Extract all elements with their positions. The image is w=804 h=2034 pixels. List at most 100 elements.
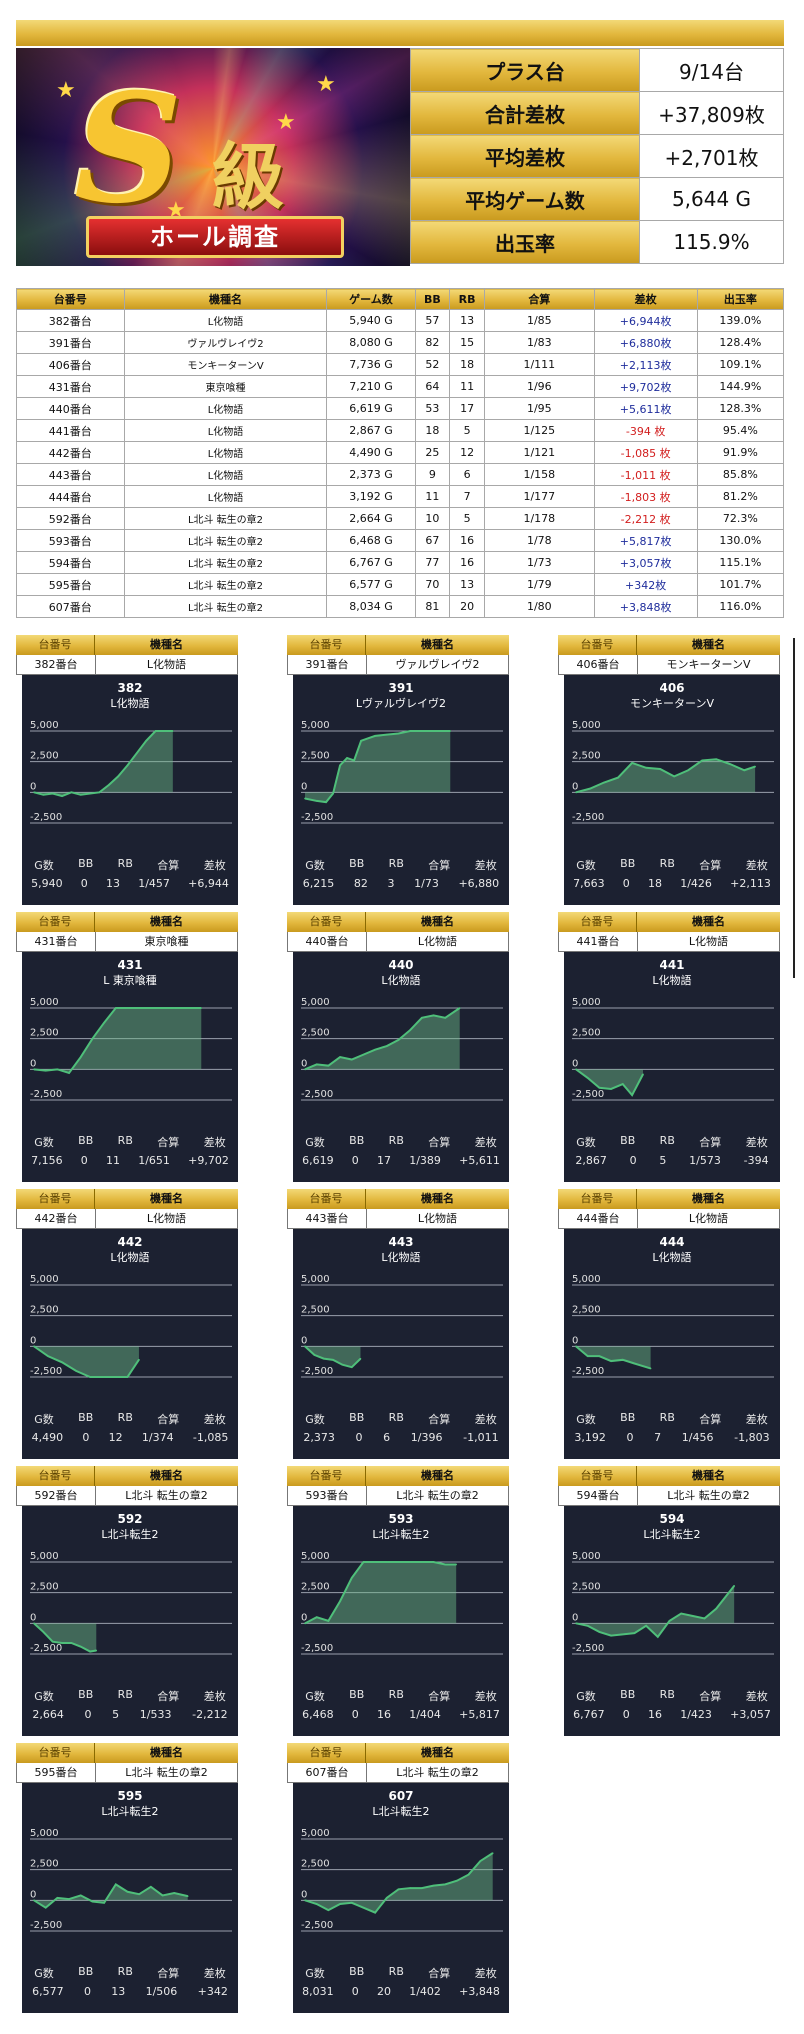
table-cell: 15 <box>449 331 485 354</box>
table-cell: 1/80 <box>483 595 595 618</box>
panel-info-row: 440番台 L化物語 <box>287 932 509 952</box>
foot-value: 0 <box>355 1431 363 1444</box>
foot-label: BB <box>620 1411 636 1424</box>
data-point <box>91 1900 94 1903</box>
chart-number: 595 <box>117 1789 143 1803</box>
data-point <box>374 1561 376 1563</box>
panel-machine-no: 607番台 <box>288 1763 367 1782</box>
foot-label: 合算 <box>157 1413 180 1426</box>
table-row: 592番台 L北斗 転生の章2 2,664 G 10 5 1/178 -2,212 枚 72.… <box>16 507 785 530</box>
slump-line <box>304 1007 461 1071</box>
table-cell: +5,611枚 <box>593 397 698 420</box>
slump-chart: 440 L化物語 5,000 2,500 0 -2,500 G数 BB RB 合算 差枚 6,619 0… <box>293 952 509 1182</box>
panel-machine-no: 592番台 <box>17 1486 96 1505</box>
panel-foot-values: 3,192 0 7 1/456 -1,803 <box>564 1431 780 1444</box>
panel-header-model-label: 機種名 <box>692 915 725 928</box>
table-cell: +3,848枚 <box>593 595 698 618</box>
summary-value: 115.9% <box>639 220 784 264</box>
foot-label: RB <box>388 1134 404 1147</box>
data-point <box>575 1068 577 1071</box>
table-cell: 115.1% <box>696 551 785 574</box>
chart-title: L北斗転生2 <box>372 1805 430 1818</box>
data-point <box>325 801 327 803</box>
foot-value: 6,215 <box>302 877 335 890</box>
y-tick-label: 2,500 <box>30 751 59 762</box>
panel-header: 台番号 機種名 <box>287 635 509 655</box>
foot-label: 差枚 <box>745 1690 768 1703</box>
chart-number: 406 <box>659 681 685 695</box>
data-point <box>327 1620 330 1622</box>
slump-chart: 444 L化物語 5,000 2,500 0 -2,500 G数 BB RB 合算 差枚 3,192 0… <box>564 1229 780 1459</box>
foot-value: 0 <box>83 1985 91 1998</box>
panel-header-model-label: 機種名 <box>421 1469 454 1482</box>
table-cell: L北斗 転生の章2 <box>123 595 328 618</box>
foot-value: 2,664 <box>32 1708 64 1721</box>
data-point <box>409 1887 411 1889</box>
foot-value: -394 <box>743 1154 769 1167</box>
chart-title: L北斗転生2 <box>101 1805 159 1818</box>
chart-title: L化物語 <box>381 1251 421 1264</box>
data-point <box>117 1376 119 1378</box>
foot-label: G数 <box>34 859 54 872</box>
table-cell: 1/79 <box>483 573 595 596</box>
chart-number: 440 <box>388 958 414 972</box>
data-point <box>668 1620 671 1622</box>
y-tick-label: 5,000 <box>301 997 330 1008</box>
panel-header-no-label: 台番号 <box>287 1189 366 1209</box>
data-point <box>341 1363 344 1366</box>
panel-header: 台番号 機種名 <box>287 1743 509 1763</box>
foot-label: G数 <box>305 1967 325 1980</box>
table-row: 382番台 L化物語 5,940 G 57 13 1/85 +6,944枚 139.0% <box>16 309 785 332</box>
chart-number: 431 <box>117 958 143 972</box>
data-point <box>315 800 318 802</box>
data-point <box>645 767 647 769</box>
chart-title-block: 594 L北斗転生2 <box>564 1512 780 1542</box>
table-cell: 91.9% <box>696 441 785 464</box>
y-tick-label: 0 <box>301 1058 307 1069</box>
y-tick-label: -2,500 <box>30 1643 62 1654</box>
foot-label: BB <box>78 1688 94 1701</box>
table-cell: 128.3% <box>696 397 785 420</box>
slump-area <box>34 731 173 797</box>
foot-label: G数 <box>576 1136 596 1149</box>
panel-info-row: 441番台 L化物語 <box>558 932 780 952</box>
slump-chart: 443 L化物語 5,000 2,500 0 -2,500 G数 BB RB 合算 差枚 2,373 0… <box>293 1229 509 1459</box>
table-cell: 6,619 G <box>326 397 416 420</box>
foot-value: 6,577 <box>32 1985 64 1998</box>
table-cell: 128.4% <box>696 331 785 354</box>
chart-title-block: 406 モンキーターンV <box>564 681 780 711</box>
chart-title-block: 607 L北斗転生2 <box>293 1789 509 1819</box>
foot-value: 0 <box>622 877 630 890</box>
table-cell: 440番台 <box>16 397 125 420</box>
y-tick-label: -2,500 <box>572 812 604 823</box>
table-row: 593番台 L北斗 転生の章2 6,468 G 67 16 1/78 +5,817枚 130.… <box>16 529 785 552</box>
y-tick-label: -2,500 <box>301 1089 333 1100</box>
data-point <box>575 1345 577 1348</box>
panel-header-model-label: 機種名 <box>692 1192 725 1205</box>
table-cell: 57 <box>414 309 451 332</box>
chart-svg: 5,000 2,500 0 -2,500 <box>30 1551 232 1655</box>
panel-foot-labels: G数 BB RB 合算 差枚 <box>293 1965 509 1981</box>
data-point <box>386 733 388 736</box>
table-cell: 67 <box>414 529 451 552</box>
table-cell: L化物語 <box>123 309 328 332</box>
data-point <box>409 1029 411 1031</box>
panel-header-model-label: 機種名 <box>421 638 454 651</box>
y-tick-label: 5,000 <box>30 997 59 1008</box>
foot-label: 合算 <box>157 1136 180 1149</box>
data-point <box>642 1073 644 1076</box>
data-point <box>327 1909 330 1911</box>
foot-label: 差枚 <box>203 859 226 872</box>
panel-model-name: L化物語 <box>417 1212 458 1225</box>
panel-header-model-label: 機種名 <box>150 638 183 651</box>
table-cell: 1/125 <box>483 419 595 442</box>
table-row: 594番台 L北斗 転生の章2 6,767 G 77 16 1/73 +3,057枚 115.… <box>16 551 785 574</box>
column-header: BB <box>414 288 451 310</box>
table-cell: 101.7% <box>696 573 785 596</box>
foot-label: 合算 <box>699 859 722 872</box>
data-point <box>79 1056 82 1058</box>
data-point <box>673 775 675 778</box>
table-cell: 18 <box>449 353 485 376</box>
y-tick-label: 2,500 <box>301 1305 330 1316</box>
panel-foot-labels: G数 BB RB 合算 差枚 <box>564 1688 780 1704</box>
